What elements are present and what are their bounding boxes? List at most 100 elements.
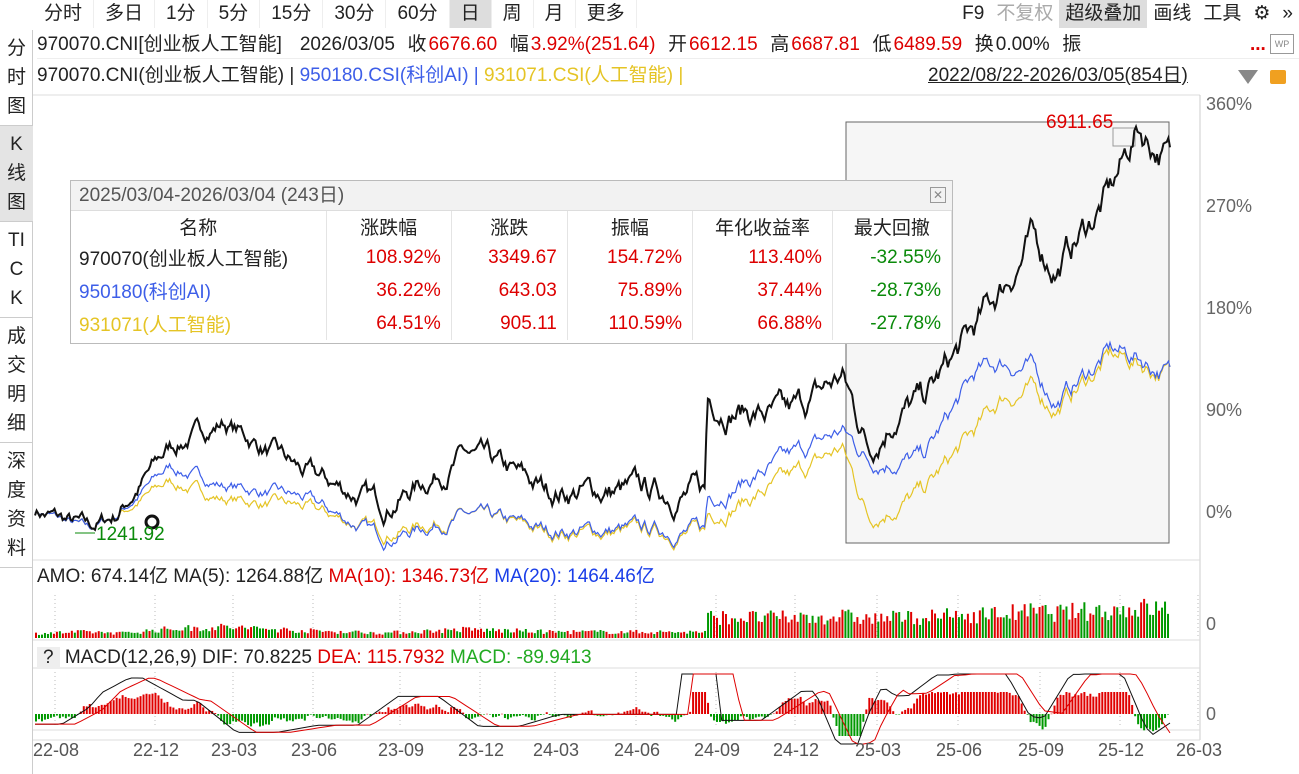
macd-bar (229, 714, 232, 725)
volume-bar (456, 631, 459, 638)
x-tick: 24-03 (533, 740, 580, 760)
more-indicator[interactable]: ... (1250, 34, 1266, 55)
macd-bar (847, 714, 850, 736)
volume-bar (291, 630, 294, 638)
volume-bar (808, 622, 811, 638)
period-tab-4[interactable]: 15分 (260, 0, 324, 28)
period-tab-0[interactable]: 分时 (33, 0, 95, 28)
volume-bar (940, 618, 943, 638)
macd-bar (297, 714, 300, 719)
toolbar-button-1[interactable]: 不复权 (996, 3, 1054, 24)
macd-bar (333, 714, 336, 720)
macd-bar (829, 705, 832, 714)
legend-s1[interactable]: 970070.CNI(创业板人工智能) (37, 65, 285, 86)
more-chevron-icon[interactable]: » (1282, 3, 1293, 24)
macd-bar (1050, 713, 1053, 715)
volume-bar (969, 623, 972, 638)
volume-bar (814, 622, 817, 638)
volume-bar (247, 629, 250, 638)
toolbar-button-0[interactable]: F9 (962, 3, 985, 24)
period-tab-8[interactable]: 周 (492, 0, 534, 28)
y-tick: 0% (1206, 502, 1233, 522)
volume-bar (859, 623, 862, 638)
macd-bar (336, 714, 339, 718)
date-range-selector[interactable]: 2022/08/22-2026/03/05(854日) (928, 65, 1188, 86)
volume-bar (736, 621, 739, 638)
side-tab-0[interactable]: 分时图 (0, 30, 33, 126)
volume-bar (668, 631, 671, 638)
volume-bar (88, 631, 91, 638)
volume-bar (1068, 619, 1071, 638)
volume-bar (303, 632, 306, 638)
volume-bar (393, 630, 396, 638)
volume-bar (683, 631, 686, 638)
macd-bar (474, 714, 477, 718)
side-tab-2[interactable]: TICK (0, 222, 33, 318)
volume-bar (898, 612, 901, 638)
volume-bar (781, 610, 784, 638)
period-tab-5[interactable]: 30分 (323, 0, 387, 28)
close-icon[interactable]: ✕ (930, 187, 946, 203)
toolbar-button-4[interactable]: 工具 (1203, 3, 1242, 24)
volume-bar (671, 632, 674, 638)
toolbar-button-3[interactable]: 画线 (1153, 3, 1192, 24)
macd-bar (1119, 692, 1122, 714)
popup-header: 涨跌幅 (326, 211, 452, 241)
volume-bar (981, 607, 984, 638)
macd-bar (199, 703, 202, 714)
volume-bar (623, 633, 626, 638)
macd-bar (1167, 714, 1170, 715)
turnover-label: 换 (974, 34, 994, 55)
volume-bar (975, 623, 978, 638)
period-tab-7[interactable]: 日 (449, 0, 492, 28)
legend-s2[interactable]: 950180.CSI(科创AI) (299, 65, 469, 86)
turnover-value: 0.00% (995, 34, 1050, 55)
period-tab-1[interactable]: 多日 (94, 0, 156, 28)
help-button[interactable]: ? (37, 647, 60, 668)
side-tab-3[interactable]: 成交明细 (0, 318, 33, 443)
volume-bar (1017, 611, 1020, 638)
volume-bar (575, 631, 578, 638)
macd-bar (139, 696, 142, 714)
volume-bar (160, 628, 163, 638)
volume-bar (109, 632, 112, 638)
macd-bar (417, 703, 420, 714)
macd-bar (814, 699, 817, 714)
macd-bar (1152, 714, 1155, 732)
volume-bar (124, 631, 127, 638)
volume-bar (172, 630, 175, 638)
unlock-icon[interactable] (1270, 70, 1286, 84)
volume-bar (256, 626, 259, 638)
volume-bar (297, 632, 300, 638)
macd-bar (904, 709, 907, 714)
legend-s3[interactable]: 931071.CSI(人工智能) (484, 65, 674, 86)
macd-bar (345, 714, 348, 721)
range-dropdown-icon[interactable] (1238, 70, 1258, 84)
side-tab-4[interactable]: 深度资料 (0, 443, 33, 568)
volume-bar (148, 631, 151, 638)
popup-cell: 154.72% (567, 241, 694, 274)
wp-icon[interactable]: WP (1270, 34, 1294, 54)
period-tab-3[interactable]: 5分 (208, 0, 261, 28)
period-tab-2[interactable]: 1分 (155, 0, 208, 28)
gear-icon[interactable]: ⚙ (1253, 3, 1271, 24)
macd-bar (103, 704, 106, 714)
volume-bar (704, 630, 707, 638)
side-tab-1[interactable]: K线图 (0, 126, 33, 222)
volume-bar (835, 621, 838, 638)
period-tab-10[interactable]: 更多 (576, 0, 637, 28)
period-tab-6[interactable]: 60分 (386, 0, 450, 28)
volume-bar (154, 632, 157, 638)
macd-bar (1083, 692, 1086, 714)
macd-bar (491, 714, 494, 718)
macd-bar (772, 713, 775, 715)
period-tab-9[interactable]: 月 (534, 0, 576, 28)
macd-bar (399, 706, 402, 714)
macd-bar (1065, 692, 1068, 714)
popup-cell: 931071(人工智能) (71, 307, 327, 340)
toolbar-button-2[interactable]: 超级叠加 (1059, 0, 1148, 28)
series-line-950180.CSI (34, 340, 1171, 552)
volume-bar (886, 616, 889, 638)
volume-bar (211, 627, 214, 638)
macd-bar (665, 714, 668, 717)
